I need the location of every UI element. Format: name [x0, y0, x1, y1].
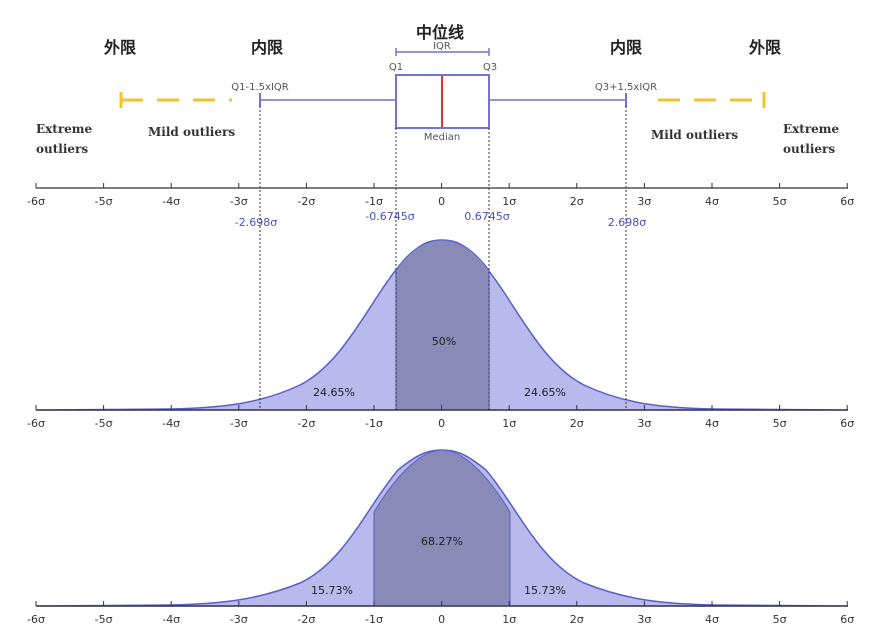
axis-tick-label-1: -5σ: [95, 195, 113, 208]
axis-tick-label-2: -1σ: [365, 417, 383, 430]
axis-tick-label-3: -6σ: [27, 613, 45, 626]
axis-tick-label-2: 3σ: [637, 417, 651, 430]
axis-tick-label-3: 0: [438, 613, 445, 626]
sigma-axis-middle: -6σ -5σ -4σ -3σ -2σ -1σ 0 1σ 2σ 3σ 4σ 5σ 6σ: [27, 405, 854, 430]
panel2-center-region: [373, 449, 511, 607]
extreme-outliers-left-line1: Extreme: [36, 122, 92, 136]
axis-tick-label-1: -1σ: [365, 195, 383, 208]
axis-tick-label-2: 2σ: [570, 417, 584, 430]
axis-tick-label-2: 0: [438, 417, 445, 430]
panel1-right-pct: 24.65%: [524, 386, 566, 399]
axis-tick-label-3: 1σ: [502, 613, 516, 626]
q1-label: Q1: [389, 62, 403, 73]
panel1-left-pct: 24.65%: [313, 386, 355, 399]
median-title-cn: 中位线: [416, 23, 464, 42]
axis-tick-label-1: 5σ: [773, 195, 787, 208]
panel2-center-pct: 68.27%: [421, 535, 463, 548]
q3-label: Q3: [483, 62, 497, 73]
axis-tick-label-3: -4σ: [162, 613, 180, 626]
neg-q-sigma: -0.6745σ: [365, 210, 414, 223]
axis-tick-label-2: -4σ: [162, 417, 180, 430]
axis-tick-label-3: 4σ: [705, 613, 719, 626]
iqr-box: [395, 74, 490, 129]
axis-tick-label-2: -2σ: [297, 417, 315, 430]
axis-tick-label-2: 6σ: [840, 417, 854, 430]
axis-tick-label-1: 0: [438, 195, 445, 208]
axis-tick-label-3: -2σ: [297, 613, 315, 626]
median-label: Median: [424, 132, 460, 143]
sigma-axis-bottom: -6σ -5σ -4σ -3σ -2σ -1σ 0 1σ 2σ 3σ 4σ 5σ 6σ: [27, 601, 854, 626]
axis-tick-label-1: -4σ: [162, 195, 180, 208]
panel2-left-pct: 15.73%: [311, 584, 353, 597]
axis-tick-label-1: -3σ: [230, 195, 248, 208]
outer-fence-right-label: 外限: [748, 38, 782, 57]
neg-fence-sigma: -2.698σ: [235, 216, 277, 229]
axis-tick-label-1: 3σ: [637, 195, 651, 208]
axis-tick-label-3: 6σ: [840, 613, 854, 626]
axis-tick-label-3: -1σ: [365, 613, 383, 626]
mild-outliers-right: Mild outliers: [651, 128, 738, 142]
axis-tick-label-2: 5σ: [773, 417, 787, 430]
axis-tick-label-3: 2σ: [570, 613, 584, 626]
upper-fence-label: Q3+1.5xIQR: [595, 82, 657, 93]
axis-tick-label-1: -2σ: [297, 195, 315, 208]
axis-tick-label-2: 4σ: [705, 417, 719, 430]
iqr-label: IQR: [433, 41, 451, 52]
panel2-right-pct: 15.73%: [524, 584, 566, 597]
axis-tick-label-1: 1σ: [502, 195, 516, 208]
mild-outliers-left: Mild outliers: [148, 125, 235, 139]
outer-fence-left-label: 外限: [103, 38, 137, 57]
axis-tick-label-3: 5σ: [773, 613, 787, 626]
axis-tick-label-2: -3σ: [230, 417, 248, 430]
panel1-center-pct: 50%: [432, 335, 456, 348]
pos-fence-sigma: 2.698σ: [608, 216, 646, 229]
inner-fence-right-label: 内限: [610, 38, 643, 57]
axis-tick-label-2: 1σ: [502, 417, 516, 430]
axis-tick-label-3: 3σ: [637, 613, 651, 626]
sigma-axis-top: -6σ -5σ -4σ -3σ -2σ -1σ 0 1σ 2σ 3σ 4σ 5σ 6σ: [27, 183, 854, 208]
extreme-outliers-left-line2: outliers: [36, 142, 88, 156]
axis-tick-label-3: -3σ: [230, 613, 248, 626]
inner-fence-left-label: 内限: [251, 38, 284, 57]
axis-tick-label-2: -6σ: [27, 417, 45, 430]
axis-tick-label-1: 6σ: [840, 195, 854, 208]
axis-tick-label-1: 2σ: [570, 195, 584, 208]
axis-tick-label-2: -5σ: [95, 417, 113, 430]
lower-fence-label: Q1-1.5xIQR: [231, 82, 288, 93]
pos-q-sigma: 0.6745σ: [464, 210, 509, 223]
extreme-outliers-right-line2: outliers: [783, 142, 835, 156]
axis-tick-label-3: -5σ: [95, 613, 113, 626]
axis-tick-label-1: 4σ: [705, 195, 719, 208]
panel1-center-region: [395, 239, 490, 411]
axis-tick-label-1: -6σ: [27, 195, 45, 208]
extreme-outliers-right-line1: Extreme: [783, 122, 839, 136]
